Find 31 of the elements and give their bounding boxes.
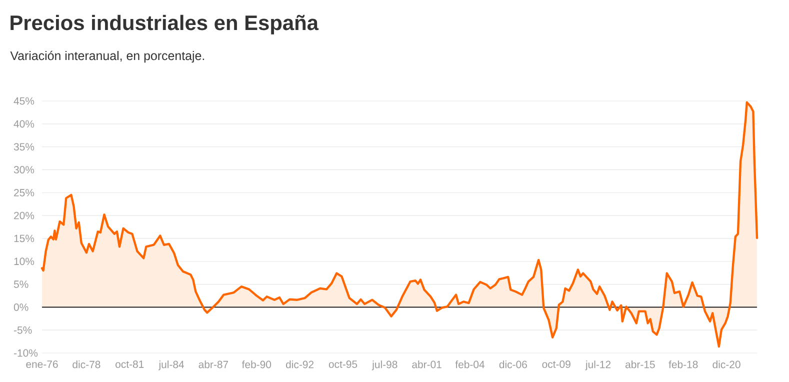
x-tick-label: dic-20 [712,360,740,368]
y-tick-label: 5% [14,280,28,288]
y-tick-label: 40% [14,120,34,128]
x-tick-label: feb-04 [455,360,485,368]
x-tick-label: abr-15 [625,360,655,368]
x-tick-label: abr-01 [412,360,442,368]
chart-subtitle: Variación interanual, en porcentaje. [10,50,204,63]
y-tick-label: 45% [14,97,34,105]
y-tick-label: -10% [14,349,38,357]
y-tick-label: 20% [14,212,34,220]
x-tick-label: feb-90 [242,360,272,368]
x-tick-label: oct-09 [542,360,570,368]
y-tick-label: 15% [14,234,34,242]
x-tick-label: jul-98 [372,360,398,370]
x-tick-label: dic-92 [286,360,314,368]
x-tick-label: dic-78 [72,360,100,368]
x-tick-label: ene-76 [26,360,58,368]
x-tick-label: jul-12 [585,360,611,370]
chart-title: Precios industriales en España [10,14,319,34]
x-tick-label: jul-84 [158,360,184,370]
y-tick-label: 35% [14,143,34,151]
y-tick-label: 10% [14,258,34,266]
y-tick-label: 30% [14,166,34,174]
x-tick-label: oct-81 [116,360,144,368]
x-tick-label: feb-18 [668,360,698,368]
x-tick-label: abr-87 [198,360,228,368]
y-tick-label: 0% [14,303,28,311]
x-tick-label: dic-06 [499,360,527,368]
y-tick-label: 25% [14,188,34,196]
x-tick-label: oct-95 [328,360,358,368]
y-tick-label: -5% [14,326,32,334]
